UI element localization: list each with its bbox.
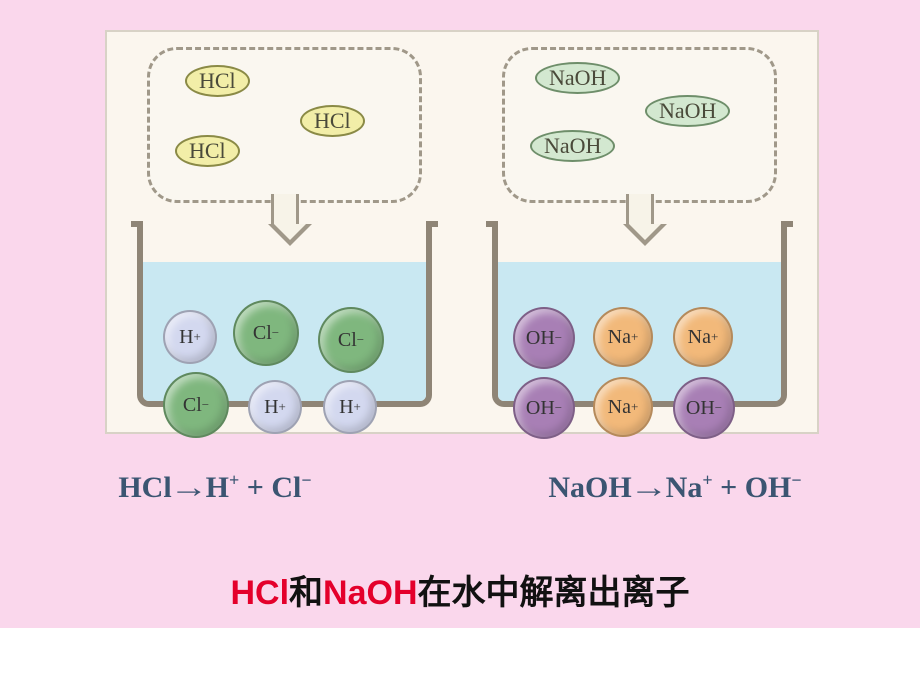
left-water: H+Cl−Cl−Cl−H+H+ — [143, 262, 426, 401]
molecule-pill: NaOH — [645, 95, 730, 127]
caption-red: NaOH — [323, 574, 417, 612]
molecule-pill: NaOH — [530, 130, 615, 162]
ion-na: Na+ — [673, 307, 733, 367]
ion-oh: OH− — [513, 307, 575, 369]
equation-hcl: HCl→H+ + Cl− — [118, 470, 311, 505]
equation-naoh: NaOH→Na+ + OH− — [548, 470, 801, 505]
hcl-cloud: HCl HCl HCl — [147, 47, 422, 203]
caption-text: 在水中解离出离子 — [418, 574, 690, 612]
ion-oh: OH− — [673, 377, 735, 439]
equation-row: HCl→H+ + Cl− NaOH→Na+ + OH− — [0, 470, 920, 505]
caption-red: HCl — [230, 574, 289, 612]
ion-h: H+ — [163, 310, 217, 364]
right-water: OH−Na+Na+OH−Na+OH− — [498, 262, 781, 401]
right-beaker: OH−Na+Na+OH−Na+OH− — [492, 227, 787, 407]
ion-h: H+ — [323, 380, 377, 434]
caption-text: 和 — [289, 574, 323, 612]
ion-h: H+ — [248, 380, 302, 434]
ion-oh: OH− — [513, 377, 575, 439]
caption: HCl和NaOH在水中解离出离子 — [0, 565, 920, 614]
ion-cl: Cl− — [163, 372, 229, 438]
naoh-cloud: NaOH NaOH NaOH — [502, 47, 777, 203]
ion-na: Na+ — [593, 377, 653, 437]
left-panel: HClHClHCl H+Cl−Cl−Cl−H+H+ — [107, 32, 462, 432]
diagram-figure: HClHClHCl H+Cl−Cl−Cl−H+H+ NaOHNaOHNaOH O… — [105, 30, 819, 434]
molecule-pill: NaOH — [535, 62, 620, 94]
footer-bar — [0, 628, 920, 690]
molecule-pill: HCl — [300, 105, 365, 137]
molecule-pill: HCl — [175, 135, 240, 167]
right-panel: NaOHNaOHNaOH OH−Na+Na+OH−Na+OH− — [462, 32, 817, 432]
ion-cl: Cl− — [233, 300, 299, 366]
molecule-pill: HCl — [185, 65, 250, 97]
ion-na: Na+ — [593, 307, 653, 367]
left-beaker: H+Cl−Cl−Cl−H+H+ — [137, 227, 432, 407]
ion-cl: Cl− — [318, 307, 384, 373]
